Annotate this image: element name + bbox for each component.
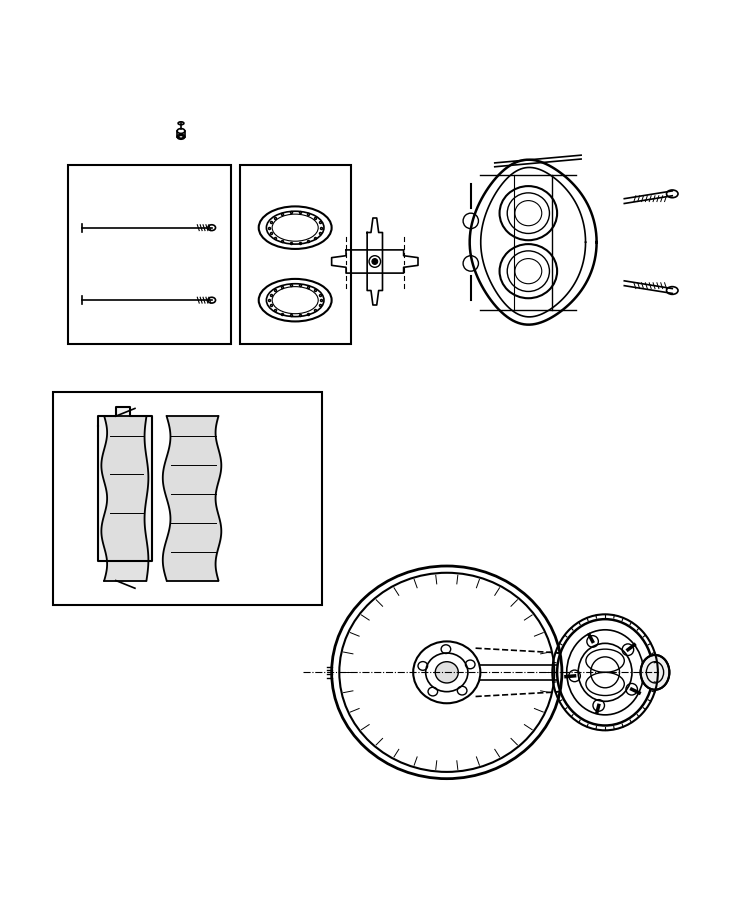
Ellipse shape <box>641 655 669 689</box>
Bar <box>241 165 350 344</box>
Ellipse shape <box>372 258 378 265</box>
Bar <box>53 392 322 605</box>
Bar <box>67 165 231 344</box>
Ellipse shape <box>435 662 458 683</box>
Polygon shape <box>99 407 152 562</box>
